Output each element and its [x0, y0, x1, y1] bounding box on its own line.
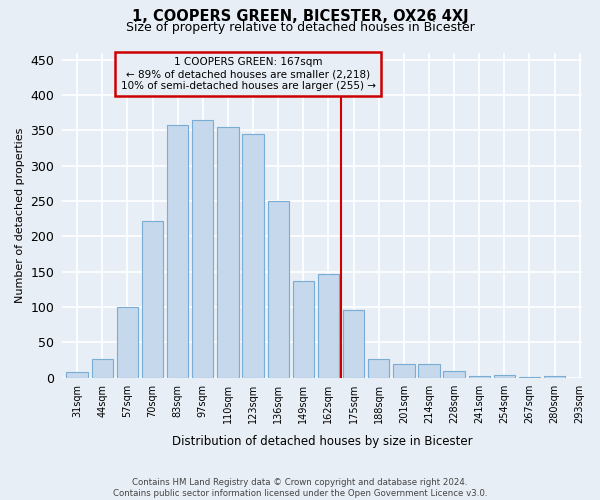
Bar: [469, 376, 490, 378]
Bar: [217, 126, 239, 378]
Bar: [268, 201, 289, 378]
X-axis label: Distribution of detached houses by size in Bicester: Distribution of detached houses by size …: [172, 434, 472, 448]
Bar: [142, 221, 163, 378]
Bar: [293, 281, 314, 378]
Bar: [117, 307, 138, 378]
Bar: [167, 126, 188, 378]
Bar: [544, 376, 565, 378]
Y-axis label: Number of detached properties: Number of detached properties: [15, 128, 25, 303]
Text: Size of property relative to detached houses in Bicester: Size of property relative to detached ho…: [125, 21, 475, 34]
Text: 1, COOPERS GREEN, BICESTER, OX26 4XJ: 1, COOPERS GREEN, BICESTER, OX26 4XJ: [131, 9, 469, 24]
Bar: [418, 364, 440, 378]
Bar: [519, 377, 540, 378]
Text: 1 COOPERS GREEN: 167sqm
← 89% of detached houses are smaller (2,218)
10% of semi: 1 COOPERS GREEN: 167sqm ← 89% of detache…: [121, 58, 376, 90]
Bar: [67, 372, 88, 378]
Bar: [443, 370, 465, 378]
Bar: [494, 375, 515, 378]
Bar: [393, 364, 415, 378]
Bar: [242, 134, 264, 378]
Bar: [192, 120, 214, 378]
Bar: [318, 274, 339, 378]
Bar: [368, 358, 389, 378]
Bar: [92, 360, 113, 378]
Bar: [343, 310, 364, 378]
Text: Contains HM Land Registry data © Crown copyright and database right 2024.
Contai: Contains HM Land Registry data © Crown c…: [113, 478, 487, 498]
